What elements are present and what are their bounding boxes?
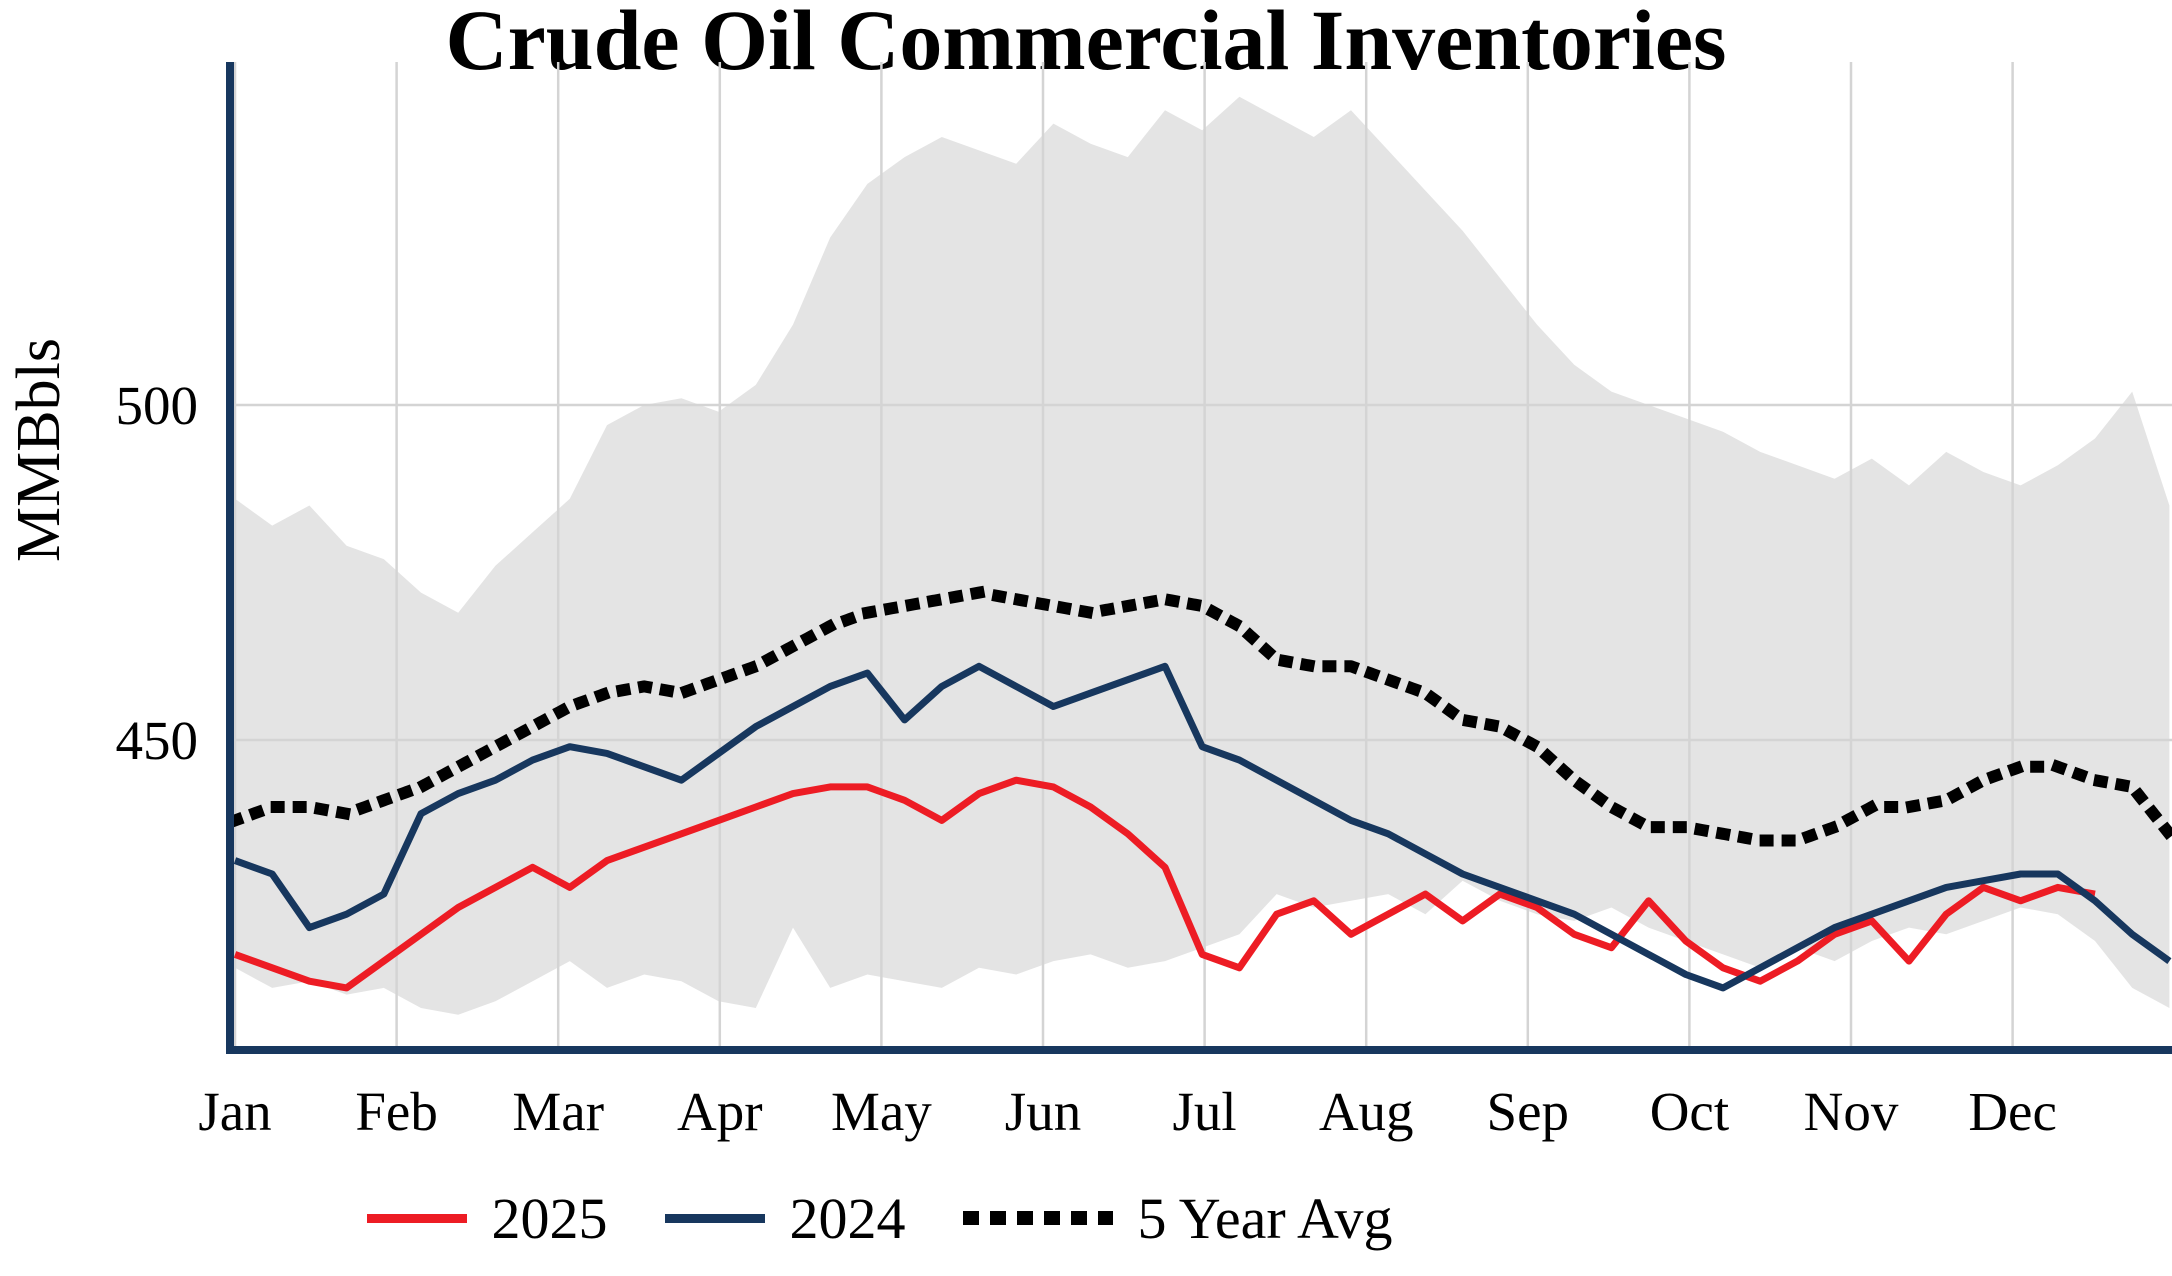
- x-tick-label: Aug: [1319, 1081, 1414, 1142]
- series-line-2024: [233, 662, 2172, 992]
- x-tick-label: Sep: [1487, 1081, 1570, 1142]
- x-tick-label: Nov: [1804, 1081, 1899, 1142]
- legend-item-5yr-avg: 5 Year Avg: [963, 1185, 1393, 1252]
- x-tick-label: Jan: [198, 1081, 271, 1142]
- series-line-5-year-avg: [227, 586, 2172, 847]
- legend-label-2024: 2024: [789, 1185, 906, 1251]
- legend-label-2025: 2025: [491, 1185, 608, 1251]
- legend-item-2025: 2025: [367, 1185, 607, 1252]
- x-tick-label: Feb: [355, 1081, 438, 1142]
- legend: 2025 2024 5 Year Avg: [0, 1178, 1760, 1258]
- x-tick-label: Mar: [512, 1081, 604, 1142]
- x-tick-label: Apr: [677, 1081, 763, 1142]
- legend-label-5yr-avg: 5 Year Avg: [1137, 1185, 1393, 1251]
- chart-title: Crude Oil Commercial Inventories: [445, 0, 1727, 88]
- legend-swatch-2024: [665, 1213, 766, 1223]
- x-tick-label: Oct: [1650, 1081, 1729, 1142]
- x-tick-label: Dec: [1968, 1081, 2057, 1142]
- x-tick-label: May: [831, 1081, 932, 1142]
- series-line-2025: [233, 776, 2096, 992]
- x-tick-label: Jul: [1173, 1081, 1237, 1142]
- five-year-range-band: [235, 96, 2170, 1015]
- x-tick-label: Jun: [1005, 1081, 1081, 1142]
- y-tick-label: 450: [116, 710, 199, 771]
- y-tick-label: 500: [116, 375, 199, 436]
- legend-swatch-5yr-avg: [963, 1211, 1114, 1225]
- legend-swatch-2025: [367, 1213, 468, 1223]
- legend-item-2024: 2024: [665, 1185, 905, 1252]
